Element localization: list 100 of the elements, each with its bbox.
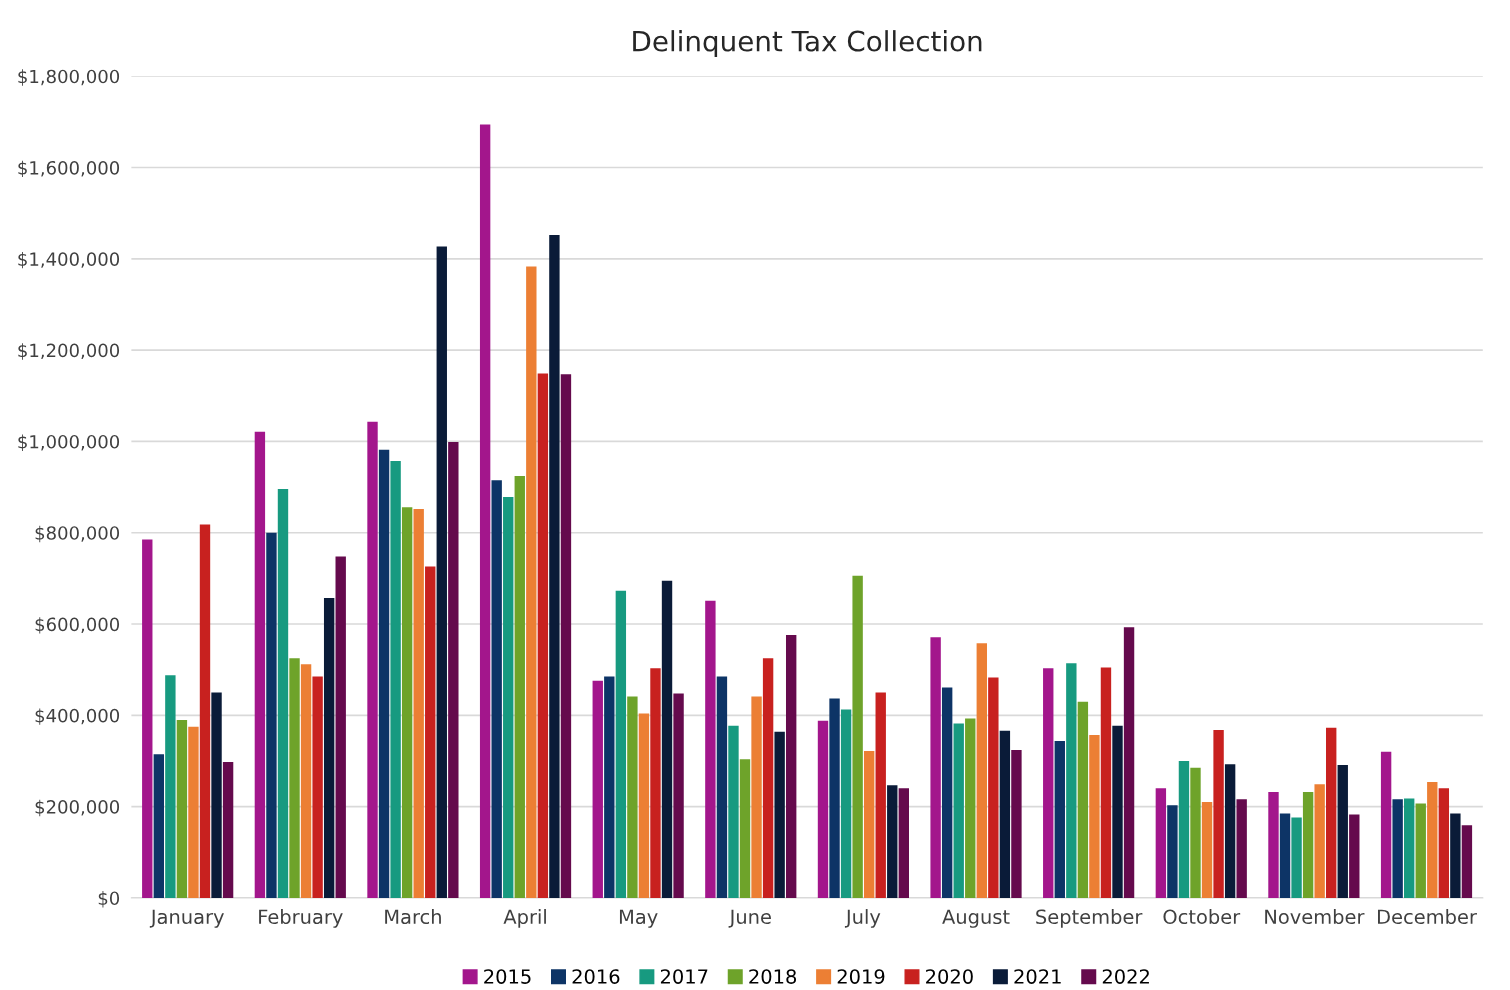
bar (335, 556, 346, 898)
x-tick-label: December (1378, 909, 1477, 925)
bar (1268, 792, 1279, 898)
bar (153, 754, 165, 898)
bar (604, 676, 615, 898)
bar (1123, 627, 1135, 898)
bar (1236, 799, 1247, 898)
legend-label: 2020 (926, 969, 973, 984)
bar (323, 598, 335, 898)
bar (1043, 668, 1054, 898)
bar (965, 718, 976, 898)
legend-label: 2016 (572, 969, 620, 984)
bar (785, 634, 797, 898)
bar (1427, 781, 1438, 898)
bar (367, 421, 378, 898)
bar (1213, 729, 1224, 898)
bar (988, 677, 999, 898)
bar (165, 675, 176, 898)
legend-label: 2017 (660, 969, 708, 984)
bar (739, 759, 751, 898)
bar (537, 373, 549, 898)
bar (266, 532, 277, 898)
bar (863, 750, 875, 898)
bar (1302, 792, 1314, 898)
bar (1089, 734, 1100, 898)
bar (1112, 725, 1123, 898)
bar (1438, 788, 1450, 898)
bar (448, 441, 459, 898)
bar (560, 374, 572, 898)
bar (953, 723, 964, 898)
bar (1178, 760, 1190, 898)
y-tick-label: $0 (98, 891, 120, 908)
bar (549, 235, 560, 898)
legend-label: 2018 (749, 969, 797, 984)
bar (817, 720, 829, 898)
bar (254, 431, 266, 898)
bar (1100, 667, 1112, 898)
x-tick-label: May (619, 909, 658, 928)
bar (390, 461, 401, 898)
bar (289, 658, 300, 898)
y-tick-label: $1,800,000 (18, 69, 120, 86)
bar (1461, 825, 1473, 898)
bar (592, 680, 603, 898)
bar (930, 637, 941, 898)
bar (1190, 767, 1201, 898)
y-tick-label: $1,200,000 (18, 343, 120, 360)
bar (401, 507, 413, 898)
bar (1404, 798, 1415, 898)
bar (1011, 750, 1022, 898)
bar (615, 590, 627, 898)
bar (728, 725, 739, 898)
x-tick-label: March (385, 909, 441, 925)
x-tick-label: June (728, 909, 771, 928)
bar (277, 488, 289, 898)
bar (852, 575, 863, 898)
bar (479, 124, 491, 898)
bar (1066, 663, 1077, 898)
legend-label: 2019 (837, 969, 885, 984)
bar (1201, 802, 1213, 898)
bar (1337, 765, 1348, 898)
bar (312, 676, 323, 898)
bar (898, 788, 909, 898)
legend-label: 2021 (1014, 969, 1061, 984)
bar (1326, 727, 1337, 898)
bar (1291, 817, 1302, 898)
bar (840, 709, 852, 898)
bar (425, 566, 436, 898)
bar (188, 726, 199, 898)
bar (1224, 764, 1236, 898)
y-tick-label: $1,000,000 (18, 434, 120, 451)
bar (436, 246, 447, 898)
x-tick-label: November (1265, 909, 1365, 925)
y-tick-label: $1,400,000 (18, 251, 120, 269)
bar (976, 643, 987, 898)
chart-title: Delinquent Tax Collection (633, 30, 982, 58)
bar (1392, 799, 1403, 898)
bar (705, 600, 716, 898)
bar (491, 480, 502, 898)
bar (716, 676, 728, 898)
y-tick-label: $400,000 (35, 708, 120, 725)
bar (1279, 813, 1291, 898)
y-tick-label: $600,000 (35, 617, 120, 634)
x-tick-label: July (844, 909, 881, 928)
bar (751, 696, 762, 898)
bar (941, 687, 953, 898)
bar (887, 785, 898, 898)
bar (1415, 803, 1426, 898)
x-tick-label: February (259, 909, 343, 928)
legend-label: 2015 (484, 969, 531, 984)
bar (378, 449, 390, 898)
x-tick-label: January (149, 909, 224, 928)
bar (1380, 751, 1392, 898)
x-tick-label: April (503, 909, 546, 928)
bar (673, 693, 684, 898)
legend-label: 2022 (1102, 969, 1149, 984)
x-tick-label: August (942, 909, 1010, 928)
x-tick-label: October (1163, 909, 1241, 925)
bar (1450, 813, 1461, 898)
bar (222, 761, 234, 898)
bar (638, 713, 650, 898)
